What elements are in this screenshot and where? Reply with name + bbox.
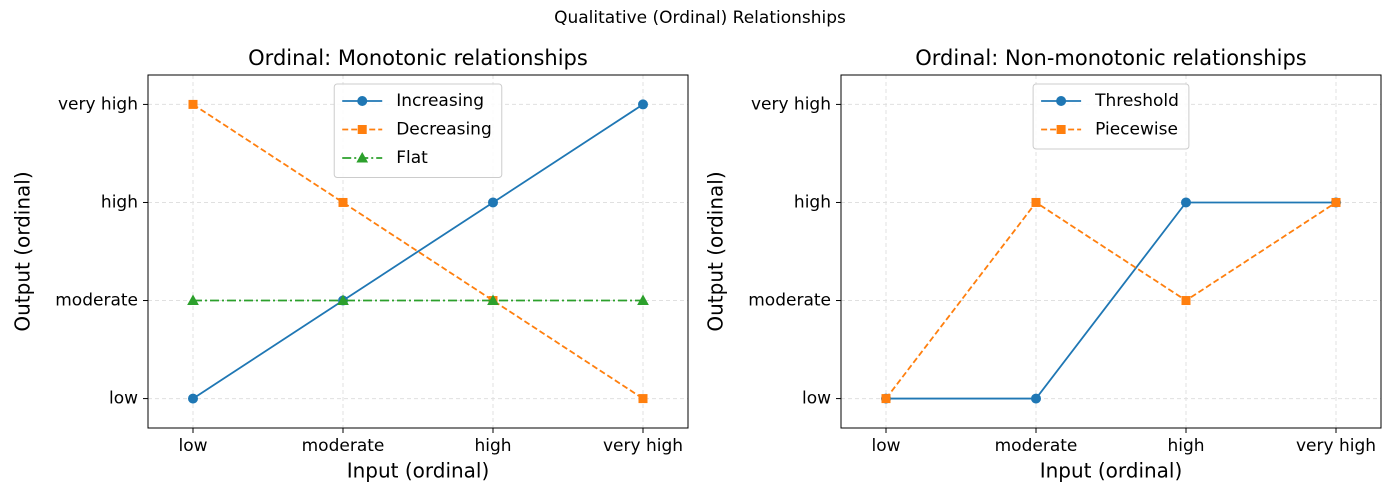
figure-title: Qualitative (Ordinal) Relationships [554, 8, 846, 28]
chart-title: Ordinal: Non-monotonic relationships [915, 46, 1306, 70]
marker [188, 99, 198, 109]
legend-label: Threshold [1094, 91, 1179, 111]
y-axis-label: Output (ordinal) [704, 171, 728, 331]
marker [881, 394, 891, 404]
legend-box [333, 83, 503, 178]
y-tick-label: very high [58, 94, 138, 114]
marker [187, 294, 199, 306]
marker [638, 394, 648, 404]
marker [488, 197, 498, 208]
legend-marker [1056, 125, 1066, 134]
x-tick-label: moderate [995, 436, 1078, 456]
x-tick-label: moderate [302, 436, 385, 456]
x-tick-label: low [871, 436, 900, 456]
plot-frame [147, 74, 689, 429]
marker [337, 294, 349, 306]
marker [188, 393, 198, 404]
x-tick-label: very high [1296, 436, 1376, 456]
x-tick-label: high [1167, 436, 1204, 456]
legend: Increasing Decreasing Flat [333, 83, 503, 178]
x-tick-label: very high [603, 436, 683, 456]
series-line [886, 201, 1336, 400]
y-tick-label: low [109, 389, 138, 409]
chart-title: Ordinal: Monotonic relationships [248, 46, 588, 70]
legend-label: Flat [396, 148, 428, 168]
marker [638, 99, 648, 110]
y-axis-label: Output (ordinal) [11, 171, 35, 331]
marker [487, 294, 499, 306]
legend-marker [1056, 96, 1067, 106]
marker [338, 197, 348, 207]
marker [1181, 296, 1191, 306]
series-line [192, 103, 644, 400]
legend-label: Decreasing [396, 120, 492, 140]
legend: Threshold Piecewise [1032, 83, 1190, 150]
y-tick-label: moderate [55, 291, 138, 311]
y-tick-label: very high [751, 94, 831, 114]
marker [1181, 197, 1191, 208]
legend-marker [356, 151, 369, 163]
marker [1031, 197, 1041, 207]
x-tick-label: high [474, 436, 511, 456]
plot-frame [840, 74, 1382, 429]
marker [637, 294, 649, 306]
legend-marker [357, 96, 368, 106]
x-axis-label: Input (ordinal) [347, 459, 490, 483]
x-tick-label: low [178, 436, 207, 456]
series-line [885, 201, 1337, 400]
marker [1031, 393, 1041, 404]
y-tick-label: low [802, 389, 831, 409]
y-tick-label: moderate [748, 291, 831, 311]
legend-label: Increasing [396, 91, 484, 111]
marker [1331, 197, 1341, 207]
x-axis-label: Input (ordinal) [1040, 459, 1183, 483]
y-tick-label: high [794, 192, 831, 212]
y-tick-label: high [101, 192, 138, 212]
legend-label: Piecewise [1095, 120, 1178, 140]
legend-marker [357, 125, 367, 134]
